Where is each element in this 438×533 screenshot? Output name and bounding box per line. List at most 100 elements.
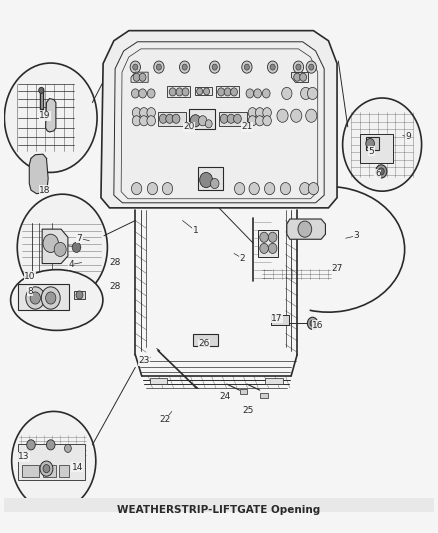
Circle shape (169, 88, 176, 96)
Polygon shape (46, 99, 56, 132)
Circle shape (293, 61, 304, 73)
Circle shape (270, 64, 275, 70)
Polygon shape (101, 31, 337, 208)
Circle shape (30, 292, 40, 304)
Circle shape (147, 182, 158, 195)
Circle shape (180, 61, 190, 73)
Circle shape (277, 109, 288, 122)
FancyBboxPatch shape (240, 389, 247, 394)
Circle shape (210, 179, 219, 189)
FancyBboxPatch shape (4, 498, 434, 524)
Circle shape (248, 116, 257, 126)
Circle shape (130, 61, 141, 73)
Circle shape (260, 244, 268, 254)
Circle shape (72, 243, 81, 253)
Circle shape (26, 287, 45, 309)
Circle shape (147, 89, 155, 98)
FancyBboxPatch shape (258, 230, 278, 257)
Circle shape (224, 88, 231, 96)
Polygon shape (291, 72, 308, 82)
Circle shape (54, 243, 66, 256)
Text: 19: 19 (39, 111, 51, 120)
Circle shape (268, 244, 277, 254)
Text: 13: 13 (18, 453, 29, 462)
Text: 18: 18 (39, 185, 51, 195)
Text: 26: 26 (198, 339, 210, 348)
Circle shape (296, 64, 301, 70)
Circle shape (246, 89, 254, 98)
Circle shape (254, 89, 261, 98)
Circle shape (298, 221, 312, 237)
Circle shape (182, 88, 189, 96)
Circle shape (343, 98, 422, 191)
Text: 9: 9 (405, 133, 411, 141)
Circle shape (366, 139, 374, 149)
Text: 2: 2 (240, 254, 245, 263)
Circle shape (244, 64, 250, 70)
Polygon shape (131, 72, 148, 82)
Polygon shape (42, 229, 68, 264)
Circle shape (139, 89, 146, 98)
Circle shape (307, 317, 318, 329)
FancyBboxPatch shape (272, 315, 290, 325)
Circle shape (308, 182, 318, 195)
Circle shape (46, 292, 56, 304)
Circle shape (268, 232, 277, 243)
Circle shape (198, 116, 207, 126)
Circle shape (263, 116, 272, 126)
Circle shape (46, 440, 55, 450)
Circle shape (294, 73, 300, 82)
Circle shape (197, 88, 203, 95)
Text: 10: 10 (25, 272, 36, 281)
Circle shape (378, 168, 384, 175)
Circle shape (309, 64, 314, 70)
Circle shape (140, 108, 148, 118)
Circle shape (234, 182, 245, 195)
Circle shape (43, 465, 50, 473)
Circle shape (209, 61, 220, 73)
Text: 7: 7 (77, 234, 82, 243)
FancyBboxPatch shape (22, 465, 39, 477)
Circle shape (159, 114, 167, 123)
FancyBboxPatch shape (150, 378, 167, 384)
Circle shape (132, 108, 141, 118)
Circle shape (230, 88, 237, 96)
Circle shape (291, 109, 302, 122)
Circle shape (280, 182, 291, 195)
Circle shape (268, 61, 278, 73)
Circle shape (147, 116, 155, 126)
Text: 3: 3 (353, 231, 359, 240)
Circle shape (300, 73, 307, 82)
Circle shape (233, 114, 241, 123)
Circle shape (43, 234, 58, 253)
Text: 27: 27 (332, 264, 343, 273)
Text: 8: 8 (27, 287, 33, 296)
Text: 28: 28 (110, 282, 121, 291)
FancyBboxPatch shape (360, 134, 393, 163)
FancyBboxPatch shape (219, 112, 247, 126)
FancyBboxPatch shape (158, 112, 186, 126)
Circle shape (140, 116, 148, 126)
Text: 4: 4 (68, 260, 74, 269)
Text: 28: 28 (110, 258, 121, 267)
Text: 14: 14 (72, 463, 83, 472)
FancyBboxPatch shape (194, 87, 212, 95)
FancyBboxPatch shape (166, 86, 190, 98)
Circle shape (40, 461, 53, 477)
Circle shape (205, 120, 212, 128)
FancyBboxPatch shape (18, 444, 85, 480)
FancyBboxPatch shape (43, 465, 56, 477)
Circle shape (227, 114, 235, 123)
Circle shape (282, 87, 292, 100)
Circle shape (176, 88, 183, 96)
Circle shape (310, 320, 315, 326)
Circle shape (133, 64, 138, 70)
Circle shape (131, 182, 142, 195)
Circle shape (255, 108, 264, 118)
Circle shape (255, 116, 264, 126)
Text: 17: 17 (271, 314, 283, 323)
FancyBboxPatch shape (74, 291, 85, 299)
Circle shape (64, 445, 71, 453)
Circle shape (190, 115, 201, 127)
Circle shape (263, 108, 272, 118)
